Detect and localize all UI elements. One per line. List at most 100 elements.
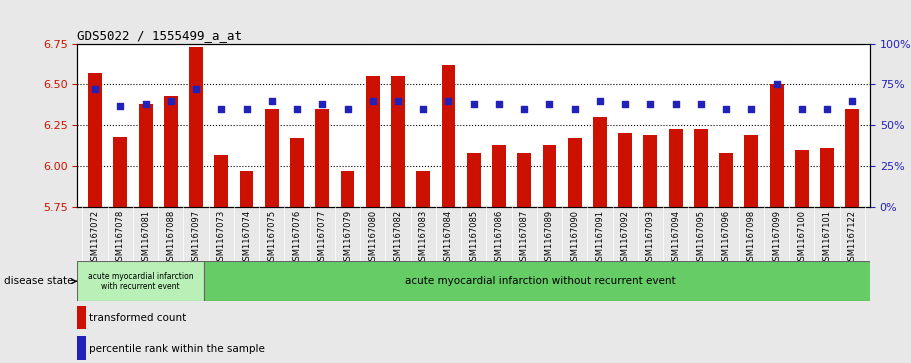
Bar (214, 155, 229, 207)
Text: GSM1167073: GSM1167073 (217, 209, 226, 266)
Text: GSM1167087: GSM1167087 (519, 209, 528, 266)
Text: GSM1167122: GSM1167122 (848, 209, 857, 266)
Text: disease state: disease state (4, 276, 77, 286)
Text: GSM1167092: GSM1167092 (620, 209, 630, 266)
Bar (240, 171, 253, 207)
Bar (593, 117, 607, 207)
Bar (315, 109, 329, 207)
Text: acute myocardial infarction
with recurrent event: acute myocardial infarction with recurre… (87, 272, 193, 291)
Text: GSM1167080: GSM1167080 (368, 209, 377, 266)
Bar (88, 73, 102, 207)
Point (365, 98, 380, 103)
Text: percentile rank within the sample: percentile rank within the sample (89, 344, 265, 354)
Bar (694, 129, 708, 207)
Bar (568, 138, 581, 207)
Bar (164, 96, 178, 207)
Text: GSM1167090: GSM1167090 (570, 209, 579, 266)
Point (240, 106, 254, 112)
Bar (619, 133, 632, 207)
Point (769, 81, 783, 87)
Bar (341, 171, 354, 207)
Text: GSM1167086: GSM1167086 (495, 209, 504, 266)
Text: GSM1167093: GSM1167093 (646, 209, 655, 266)
Bar (845, 109, 859, 207)
Point (416, 106, 431, 112)
Bar (204, 261, 877, 301)
Point (315, 101, 330, 107)
Text: GSM1167091: GSM1167091 (596, 209, 604, 266)
Point (568, 106, 582, 112)
Point (492, 101, 507, 107)
Text: GSM1167101: GSM1167101 (823, 209, 832, 266)
Text: GSM1167094: GSM1167094 (671, 209, 681, 266)
Point (744, 106, 759, 112)
Bar (391, 76, 404, 207)
Text: GSM1167083: GSM1167083 (419, 209, 428, 266)
Bar (265, 109, 279, 207)
Text: GSM1167084: GSM1167084 (444, 209, 453, 266)
Text: GDS5022 / 1555499_a_at: GDS5022 / 1555499_a_at (77, 29, 242, 42)
Point (391, 98, 405, 103)
Text: GSM1167088: GSM1167088 (167, 209, 175, 266)
Text: GSM1167085: GSM1167085 (469, 209, 478, 266)
Point (164, 98, 179, 103)
Text: acute myocardial infarction without recurrent event: acute myocardial infarction without recu… (405, 276, 676, 286)
Bar (795, 150, 809, 207)
Bar (820, 148, 834, 207)
Text: GSM1167098: GSM1167098 (747, 209, 756, 266)
Text: GSM1167097: GSM1167097 (191, 209, 200, 266)
Text: GSM1167072: GSM1167072 (90, 209, 99, 266)
Point (290, 106, 304, 112)
Text: GSM1167096: GSM1167096 (722, 209, 731, 266)
Bar (442, 65, 456, 207)
Bar (138, 104, 152, 207)
Text: GSM1167089: GSM1167089 (545, 209, 554, 266)
Bar (719, 153, 733, 207)
Text: transformed count: transformed count (89, 313, 186, 323)
Point (214, 106, 229, 112)
Point (845, 98, 860, 103)
Bar (77, 306, 86, 329)
Point (542, 101, 557, 107)
Bar (643, 135, 658, 207)
Bar (416, 171, 430, 207)
Bar (517, 153, 531, 207)
Point (643, 101, 658, 107)
Bar (189, 47, 203, 207)
Text: GSM1167074: GSM1167074 (242, 209, 251, 266)
Point (340, 106, 354, 112)
Text: GSM1167099: GSM1167099 (773, 209, 781, 266)
Bar (290, 138, 304, 207)
Point (113, 103, 128, 109)
Bar (466, 153, 481, 207)
Bar (77, 337, 86, 360)
Point (138, 101, 153, 107)
Bar (492, 145, 506, 207)
Point (264, 98, 279, 103)
Point (693, 101, 708, 107)
Point (820, 106, 834, 112)
Bar (543, 145, 557, 207)
Text: GSM1167081: GSM1167081 (141, 209, 150, 266)
Point (466, 101, 481, 107)
Text: GSM1167077: GSM1167077 (318, 209, 327, 266)
Point (593, 98, 608, 103)
Text: GSM1167079: GSM1167079 (343, 209, 352, 266)
Point (794, 106, 809, 112)
Bar (77, 261, 204, 301)
Text: GSM1167078: GSM1167078 (116, 209, 125, 266)
Point (719, 106, 733, 112)
Point (669, 101, 683, 107)
Text: GSM1167075: GSM1167075 (267, 209, 276, 266)
Bar (366, 76, 380, 207)
Text: GSM1167095: GSM1167095 (696, 209, 705, 266)
Bar (113, 136, 128, 207)
Bar (744, 135, 758, 207)
Bar (770, 84, 783, 207)
Bar (669, 129, 682, 207)
Text: GSM1167100: GSM1167100 (797, 209, 806, 266)
Text: GSM1167076: GSM1167076 (292, 209, 302, 266)
Point (189, 86, 203, 92)
Point (618, 101, 632, 107)
Point (87, 86, 102, 92)
